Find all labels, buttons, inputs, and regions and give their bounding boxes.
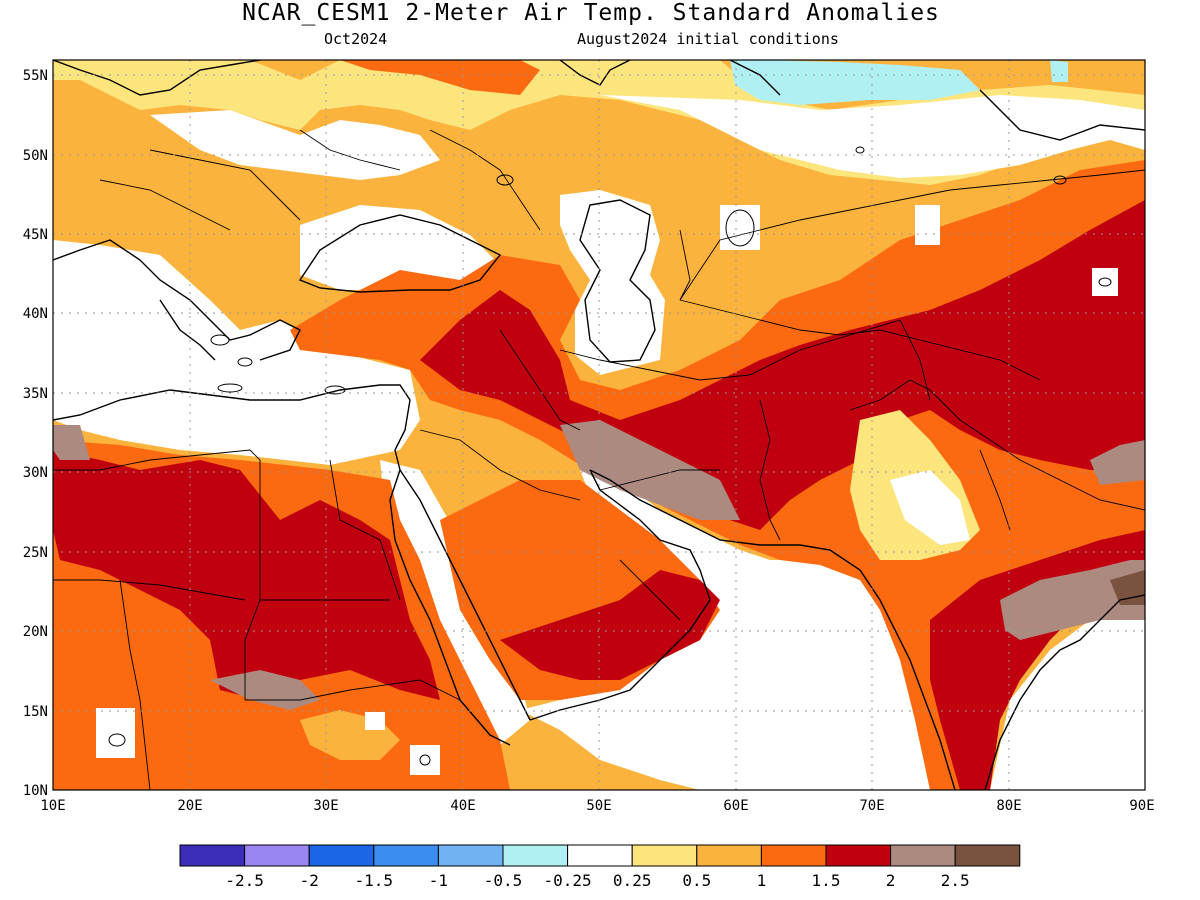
chart-title: NCAR_CESM1 2-Meter Air Temp. Standard An… bbox=[242, 0, 940, 26]
zone-orange-north bbox=[340, 60, 540, 95]
lat-label: 25N bbox=[23, 545, 48, 561]
init-conditions-label: August2024 initial conditions bbox=[577, 30, 839, 48]
zone-tan-libya bbox=[53, 425, 90, 460]
zone-white-balkhash bbox=[915, 205, 940, 245]
zone-tan-himalaya bbox=[1090, 440, 1145, 485]
zone-mediterranean bbox=[53, 240, 420, 465]
lon-label: 40E bbox=[450, 798, 475, 814]
colorbar-swatch bbox=[502, 844, 569, 867]
zone-white-lake-chad bbox=[96, 708, 135, 758]
map-frame bbox=[52, 59, 1146, 791]
lat-label: 40N bbox=[23, 306, 48, 322]
colorbar-swatch bbox=[696, 844, 762, 867]
colorbar-swatch bbox=[825, 844, 892, 867]
colorbar-label: 1.5 bbox=[812, 871, 841, 890]
lon-label: 90E bbox=[1129, 798, 1154, 814]
colorbar-swatch bbox=[308, 844, 375, 867]
zone-white-ethiopia bbox=[365, 712, 385, 730]
colorbar-label: -1 bbox=[429, 871, 448, 890]
zone-white-somali bbox=[410, 745, 440, 775]
lon-label: 10E bbox=[40, 798, 65, 814]
colorbar-label: 1 bbox=[757, 871, 767, 890]
lon-label: 30E bbox=[313, 798, 338, 814]
zone-white-tarim bbox=[1092, 268, 1118, 296]
zone-red-arabia-south bbox=[500, 570, 720, 680]
country-borders bbox=[53, 129, 1145, 790]
lat-label: 45N bbox=[23, 227, 48, 243]
lon-labels: 10E 20E 30E 40E 50E 60E 70E 80E 90E bbox=[40, 798, 1154, 814]
colorbar-label: -2 bbox=[300, 871, 319, 890]
anomaly-field bbox=[53, 60, 1145, 790]
lat-labels: 55N 50N 45N 40N 35N 30N 25N 20N 15N 10N bbox=[23, 68, 48, 799]
colorbar-label: 0.25 bbox=[613, 871, 652, 890]
lat-label: 15N bbox=[23, 704, 48, 720]
lat-label: 50N bbox=[23, 148, 48, 164]
lon-label: 70E bbox=[859, 798, 884, 814]
zone-tan-india-east bbox=[1000, 560, 1145, 640]
colorbar-swatch bbox=[631, 844, 698, 867]
lat-label: 30N bbox=[23, 465, 48, 481]
zone-white-aral bbox=[720, 205, 760, 250]
colorbar-label: -0.5 bbox=[484, 871, 523, 890]
colorbar-swatch bbox=[760, 844, 827, 867]
zone-white-india bbox=[890, 470, 970, 545]
lat-label: 55N bbox=[23, 68, 48, 84]
islands bbox=[108, 146, 1112, 766]
lon-label: 50E bbox=[586, 798, 611, 814]
lat-label: 10N bbox=[23, 783, 48, 799]
lon-label: 20E bbox=[177, 798, 202, 814]
colorbar-label: -1.5 bbox=[355, 871, 394, 890]
colorbar: -2.5 -2 -1.5 -1 -0.5 -0.25 0.25 0.5 1 1.5 2 2.5 bbox=[179, 844, 1021, 890]
colorbar-label: 2 bbox=[886, 871, 896, 890]
zone-red-sea bbox=[380, 460, 530, 745]
lat-label: 20N bbox=[23, 624, 48, 640]
lon-label: 80E bbox=[996, 798, 1021, 814]
coastlines bbox=[53, 60, 1145, 790]
forecast-month-label: Oct2024 bbox=[324, 30, 388, 48]
colorbar-swatch bbox=[890, 844, 956, 867]
zone-cyan-siberia bbox=[730, 60, 980, 105]
colorbar-swatch bbox=[437, 844, 504, 867]
colorbar-swatch bbox=[373, 844, 439, 867]
lat-label: 35N bbox=[23, 386, 48, 402]
zone-cyan-east bbox=[1050, 60, 1068, 82]
lon-label: 60E bbox=[723, 798, 748, 814]
colorbar-swatch bbox=[244, 844, 310, 867]
zone-white-europe bbox=[150, 110, 440, 180]
colorbar-label: -0.25 bbox=[544, 871, 592, 890]
colorbar-swatch bbox=[567, 844, 633, 867]
colorbar-swatch bbox=[954, 844, 1021, 867]
colorbar-label: -2.5 bbox=[225, 871, 264, 890]
colorbar-swatch bbox=[179, 844, 246, 867]
zone-red-africa bbox=[53, 450, 440, 700]
colorbar-label: 0.5 bbox=[682, 871, 711, 890]
gridlines bbox=[53, 60, 1145, 790]
zone-arabian-sea bbox=[520, 470, 950, 790]
colorbar-label: 2.5 bbox=[941, 871, 970, 890]
zone-caspian bbox=[560, 190, 665, 375]
zone-black-sea bbox=[300, 205, 500, 290]
zone-tan-iran bbox=[560, 420, 740, 520]
zone-bay-of-bengal bbox=[990, 600, 1145, 790]
